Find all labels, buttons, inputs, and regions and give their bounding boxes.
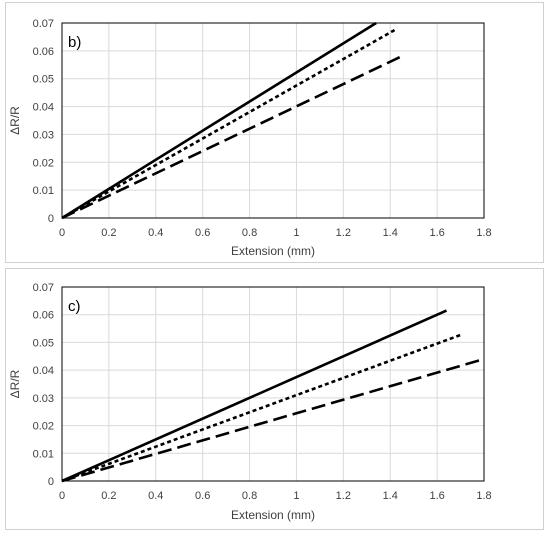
chart-b-x-tick-label: 1.2 [336, 227, 351, 239]
chart-c-x-tick-label: 1 [293, 490, 299, 502]
chart-c-panel-label: c) [68, 298, 81, 315]
chart-b-y-tick-label: 0.03 [33, 129, 54, 141]
chart-c-y-tick-label: 0.06 [33, 310, 54, 322]
chart-c-y-tick-label: 0.02 [33, 421, 54, 433]
chart-b-panel-label: b) [68, 34, 81, 51]
chart-c-x-tick-label: 1.8 [476, 490, 491, 502]
chart-c-x-tick-label: 0.2 [101, 490, 116, 502]
chart-c-x-tick-label: 0.4 [148, 490, 163, 502]
chart-c-y-tick-label: 0.03 [33, 393, 54, 405]
chart-c-y-tick-label: 0.05 [33, 337, 54, 349]
chart-b-x-tick-label: 0.8 [242, 227, 257, 239]
chart-b-y-tick-label: 0.02 [33, 157, 54, 169]
chart-b-x-tick-label: 0.6 [195, 227, 210, 239]
chart-b-x-tick-label: 0.4 [148, 227, 163, 239]
chart-c-series-solid-line [61, 309, 448, 483]
chart-b-x-tick-label: 0.2 [101, 227, 116, 239]
chart-panel-b: 0 0.2 0.4 0.6 0.8 1 1.2 1.4 1.6 1.8 0 0.01 0.02 0.03 0… [5, 2, 544, 263]
chart-c-y-axis-title: ΔR/R [8, 369, 22, 398]
chart-b-x-tick-label: 1.8 [476, 227, 491, 239]
chart-b-y-tick-label: 0.07 [33, 18, 54, 30]
chart-c-x-tick-label: 1.2 [336, 490, 351, 502]
chart-c-svg: 0 0.2 0.4 0.6 0.8 1 1.2 1.4 1.6 1.8 0 0.01 0.02 0.03 0… [8, 282, 492, 522]
chart-c-plot-frame [61, 286, 485, 482]
chart-c-y-tick-label: 0 [48, 476, 54, 488]
chart-b-x-tick-label: 1.6 [429, 227, 444, 239]
chart-c-y-tick-label: 0.07 [33, 282, 54, 294]
chart-b-x-tick-label: 1 [293, 227, 299, 239]
chart-b-svg: 0 0.2 0.4 0.6 0.8 1 1.2 1.4 1.6 1.8 0 0.01 0.02 0.03 0… [8, 18, 492, 258]
chart-b-y-tick-label: 0 [48, 213, 54, 225]
chart-b-series-solid-line [61, 21, 377, 220]
chart-b-y-tick-label: 0.01 [33, 185, 54, 197]
chart-c-x-tick-label: 0 [59, 490, 65, 502]
chart-b-series-short-dash-line [61, 27, 398, 220]
chart-c-x-tick-label: 0.6 [195, 490, 210, 502]
chart-b-y-tick-label: 0.06 [33, 46, 54, 58]
chart-b-x-tick-label: 0 [59, 227, 65, 239]
chart-b-plot-frame [61, 22, 485, 219]
chart-c-series-long-dash-line [61, 359, 480, 483]
chart-c-x-tick-label: 0.8 [242, 490, 257, 502]
chart-c-x-tick-label: 1.6 [429, 490, 444, 502]
chart-b-x-tick-label: 1.4 [383, 227, 398, 239]
chart-b-x-axis-title: Extension (mm) [231, 244, 315, 258]
chart-c-y-tick-label: 0.04 [33, 365, 54, 377]
chart-b-y-tick-label: 0.05 [33, 74, 54, 86]
chart-b-series-long-dash-line [61, 53, 405, 220]
chart-panel-c: 0 0.2 0.4 0.6 0.8 1 1.2 1.4 1.6 1.8 0 0.01 0.02 0.03 0… [5, 268, 544, 530]
chart-b-y-tick-label: 0.04 [33, 102, 54, 114]
chart-c-x-tick-label: 1.4 [383, 490, 398, 502]
chart-c-series-short-dash-line [61, 332, 464, 483]
chart-b-y-axis-title: ΔR/R [8, 106, 22, 135]
chart-c-y-tick-label: 0.01 [33, 448, 54, 460]
chart-c-x-axis-title: Extension (mm) [231, 508, 315, 522]
